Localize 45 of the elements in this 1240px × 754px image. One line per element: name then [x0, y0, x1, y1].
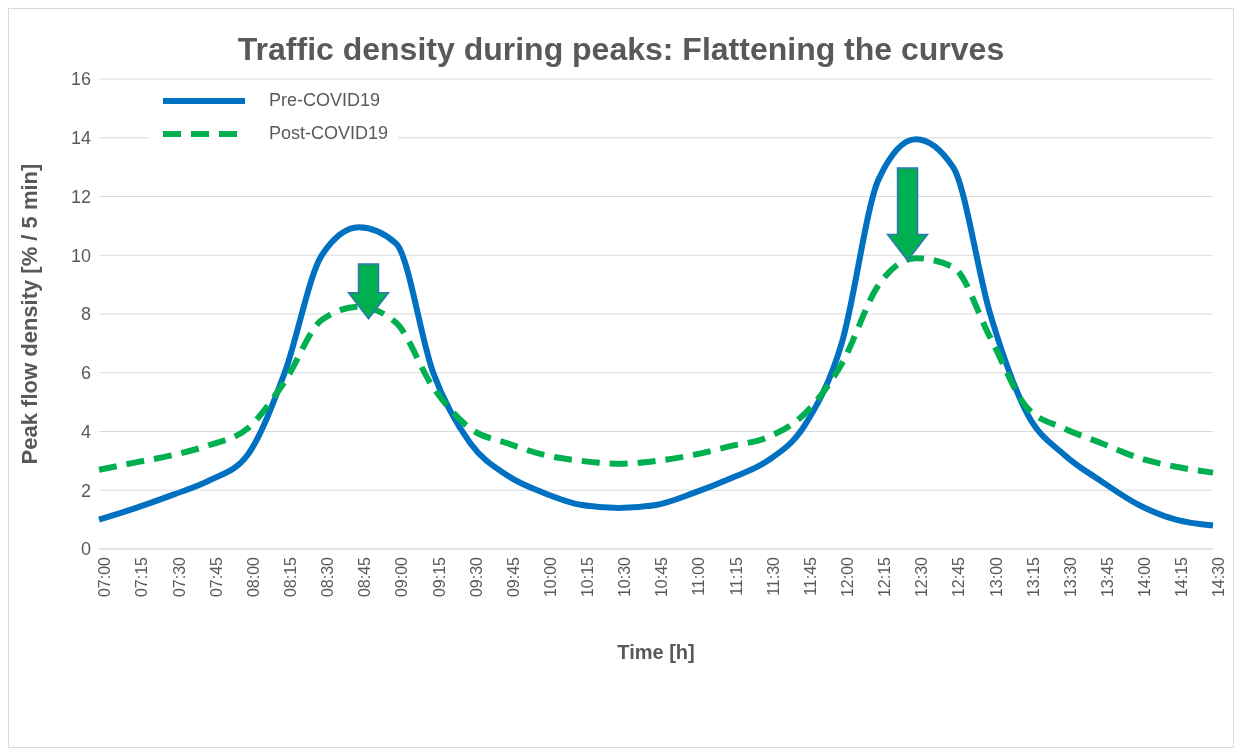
x-tick-label: 11:45: [801, 556, 819, 596]
x-tick-label: 09:15: [430, 556, 448, 598]
y-tick-label: 12: [70, 186, 91, 207]
x-tick-label: 13:15: [1024, 556, 1042, 598]
x-tick-label: 11:15: [727, 556, 745, 596]
x-tick-label: 14:00: [1136, 556, 1154, 598]
x-tick-label: 09:00: [393, 556, 411, 598]
x-tick-label: 07:00: [96, 556, 114, 598]
x-tick-label: 14:15: [1173, 556, 1191, 598]
x-tick-label: 13:45: [1098, 556, 1116, 598]
x-tick-label: 13:30: [1061, 556, 1079, 598]
x-tick-label: 08:15: [282, 556, 300, 598]
x-tick-label: 12:15: [876, 556, 894, 598]
x-axis-title: Time [h]: [617, 641, 695, 663]
y-tick-label: 2: [80, 480, 91, 501]
x-tick-label: 07:15: [133, 556, 151, 598]
legend-label: Pre-COVID19: [269, 90, 381, 111]
chart-title: Traffic density during peaks: Flattening the curves: [236, 31, 1006, 68]
x-tick-label: 12:45: [950, 556, 968, 598]
x-tick-label: 11:30: [764, 556, 782, 596]
x-tick-label: 09:45: [504, 556, 522, 598]
y-axis-title: Peak flow density [% / 5 min]: [16, 163, 42, 465]
x-tick-label: 10:15: [579, 556, 597, 598]
y-tick-label: 6: [80, 363, 91, 384]
y-tick-label: 4: [80, 421, 91, 442]
x-tick-label: 10:30: [616, 556, 634, 598]
x-tick-label: 10:00: [541, 556, 559, 598]
x-tick-label: 07:45: [207, 556, 225, 598]
x-tick-label: 11:00: [690, 556, 708, 596]
y-tick-label: 8: [80, 304, 91, 325]
x-tick-label: 08:45: [356, 556, 374, 598]
x-tick-label: 09:30: [467, 556, 485, 598]
y-tick-label: 14: [70, 128, 91, 149]
y-tick-label: 10: [70, 245, 91, 266]
y-tick-label: 0: [80, 539, 91, 560]
x-tick-label: 14:30: [1210, 556, 1228, 598]
x-tick-label: 10:45: [653, 556, 671, 598]
x-tick-label: 12:30: [913, 556, 931, 598]
y-tick-label: 16: [70, 69, 91, 90]
x-tick-label: 12:00: [839, 556, 857, 598]
legend-label: Post-COVID19: [269, 123, 389, 144]
x-tick-label: 08:30: [319, 556, 337, 598]
x-tick-label: 07:30: [170, 556, 188, 598]
x-tick-label: 08:00: [244, 556, 262, 598]
x-tick-label: 13:00: [987, 556, 1005, 598]
